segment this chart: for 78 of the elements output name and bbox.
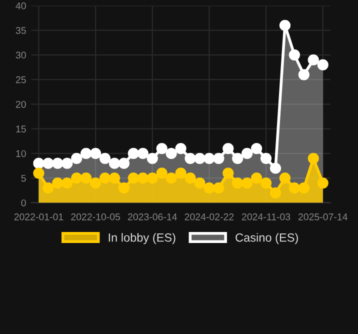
- point: [232, 152, 244, 164]
- point: [62, 177, 73, 189]
- point: [137, 148, 148, 160]
- point: [128, 148, 139, 160]
- point: [288, 49, 300, 60]
- point: [146, 152, 158, 164]
- point: [90, 148, 102, 160]
- y-tick-label: 10: [16, 150, 26, 158]
- x-tick-label: 2022-01-01: [14, 213, 64, 220]
- point: [317, 177, 328, 189]
- point: [213, 182, 224, 194]
- point: [242, 177, 253, 189]
- point: [80, 172, 92, 184]
- point: [128, 172, 139, 184]
- point: [222, 168, 234, 179]
- point: [175, 168, 186, 179]
- point: [204, 152, 215, 164]
- point: [308, 152, 319, 164]
- point: [99, 172, 111, 184]
- point: [260, 177, 272, 189]
- point: [146, 172, 158, 184]
- point: [242, 148, 253, 160]
- point: [184, 152, 196, 164]
- point: [308, 54, 319, 66]
- point: [251, 142, 262, 154]
- legend-label: Casino (ES): [236, 233, 298, 244]
- x-tick-label: 2024-02-22: [184, 213, 234, 220]
- point: [137, 172, 148, 184]
- x-tick-label: 2025-07-14: [298, 213, 348, 220]
- point: [251, 172, 262, 184]
- legend-label: In lobby (ES): [108, 233, 176, 244]
- point: [298, 69, 310, 80]
- point: [71, 152, 82, 164]
- point: [166, 148, 177, 160]
- y-tick-label: 0: [21, 199, 26, 206]
- point: [279, 20, 291, 31]
- point: [166, 172, 177, 184]
- point: [184, 172, 196, 184]
- point: [42, 158, 54, 169]
- point: [270, 162, 282, 174]
- point: [232, 177, 244, 189]
- point: [108, 172, 120, 184]
- y-tick-label: 25: [16, 76, 26, 84]
- point: [298, 182, 310, 194]
- point: [52, 158, 64, 169]
- point: [108, 158, 120, 169]
- point: [317, 59, 328, 70]
- x-tick-label: 2022-10-05: [71, 213, 120, 220]
- point: [62, 158, 73, 169]
- point: [99, 152, 111, 164]
- point: [194, 177, 206, 189]
- x-tick-label: 2023-06-14: [128, 213, 177, 220]
- point: [222, 142, 234, 154]
- point: [118, 182, 130, 194]
- y-tick-label: 15: [16, 126, 26, 132]
- point: [279, 172, 291, 184]
- point: [42, 182, 54, 194]
- point: [156, 168, 168, 179]
- y-tick-label: 5: [21, 174, 26, 182]
- point: [194, 152, 206, 164]
- point: [260, 152, 272, 164]
- x-tick-label: 2024-11-03: [242, 213, 290, 220]
- point: [33, 168, 44, 179]
- point: [156, 142, 168, 154]
- point: [288, 182, 300, 194]
- y-tick-label: 40: [16, 2, 26, 10]
- point: [270, 187, 282, 198]
- y-tick-label: 35: [16, 27, 26, 34]
- y-tick-label: 30: [16, 52, 26, 59]
- point: [80, 148, 92, 160]
- point: [52, 177, 64, 189]
- point: [118, 158, 130, 169]
- point: [175, 142, 186, 154]
- y-tick-label: 20: [16, 100, 26, 108]
- point: [213, 152, 224, 164]
- point: [204, 182, 215, 194]
- point: [71, 172, 82, 184]
- point: [90, 177, 102, 189]
